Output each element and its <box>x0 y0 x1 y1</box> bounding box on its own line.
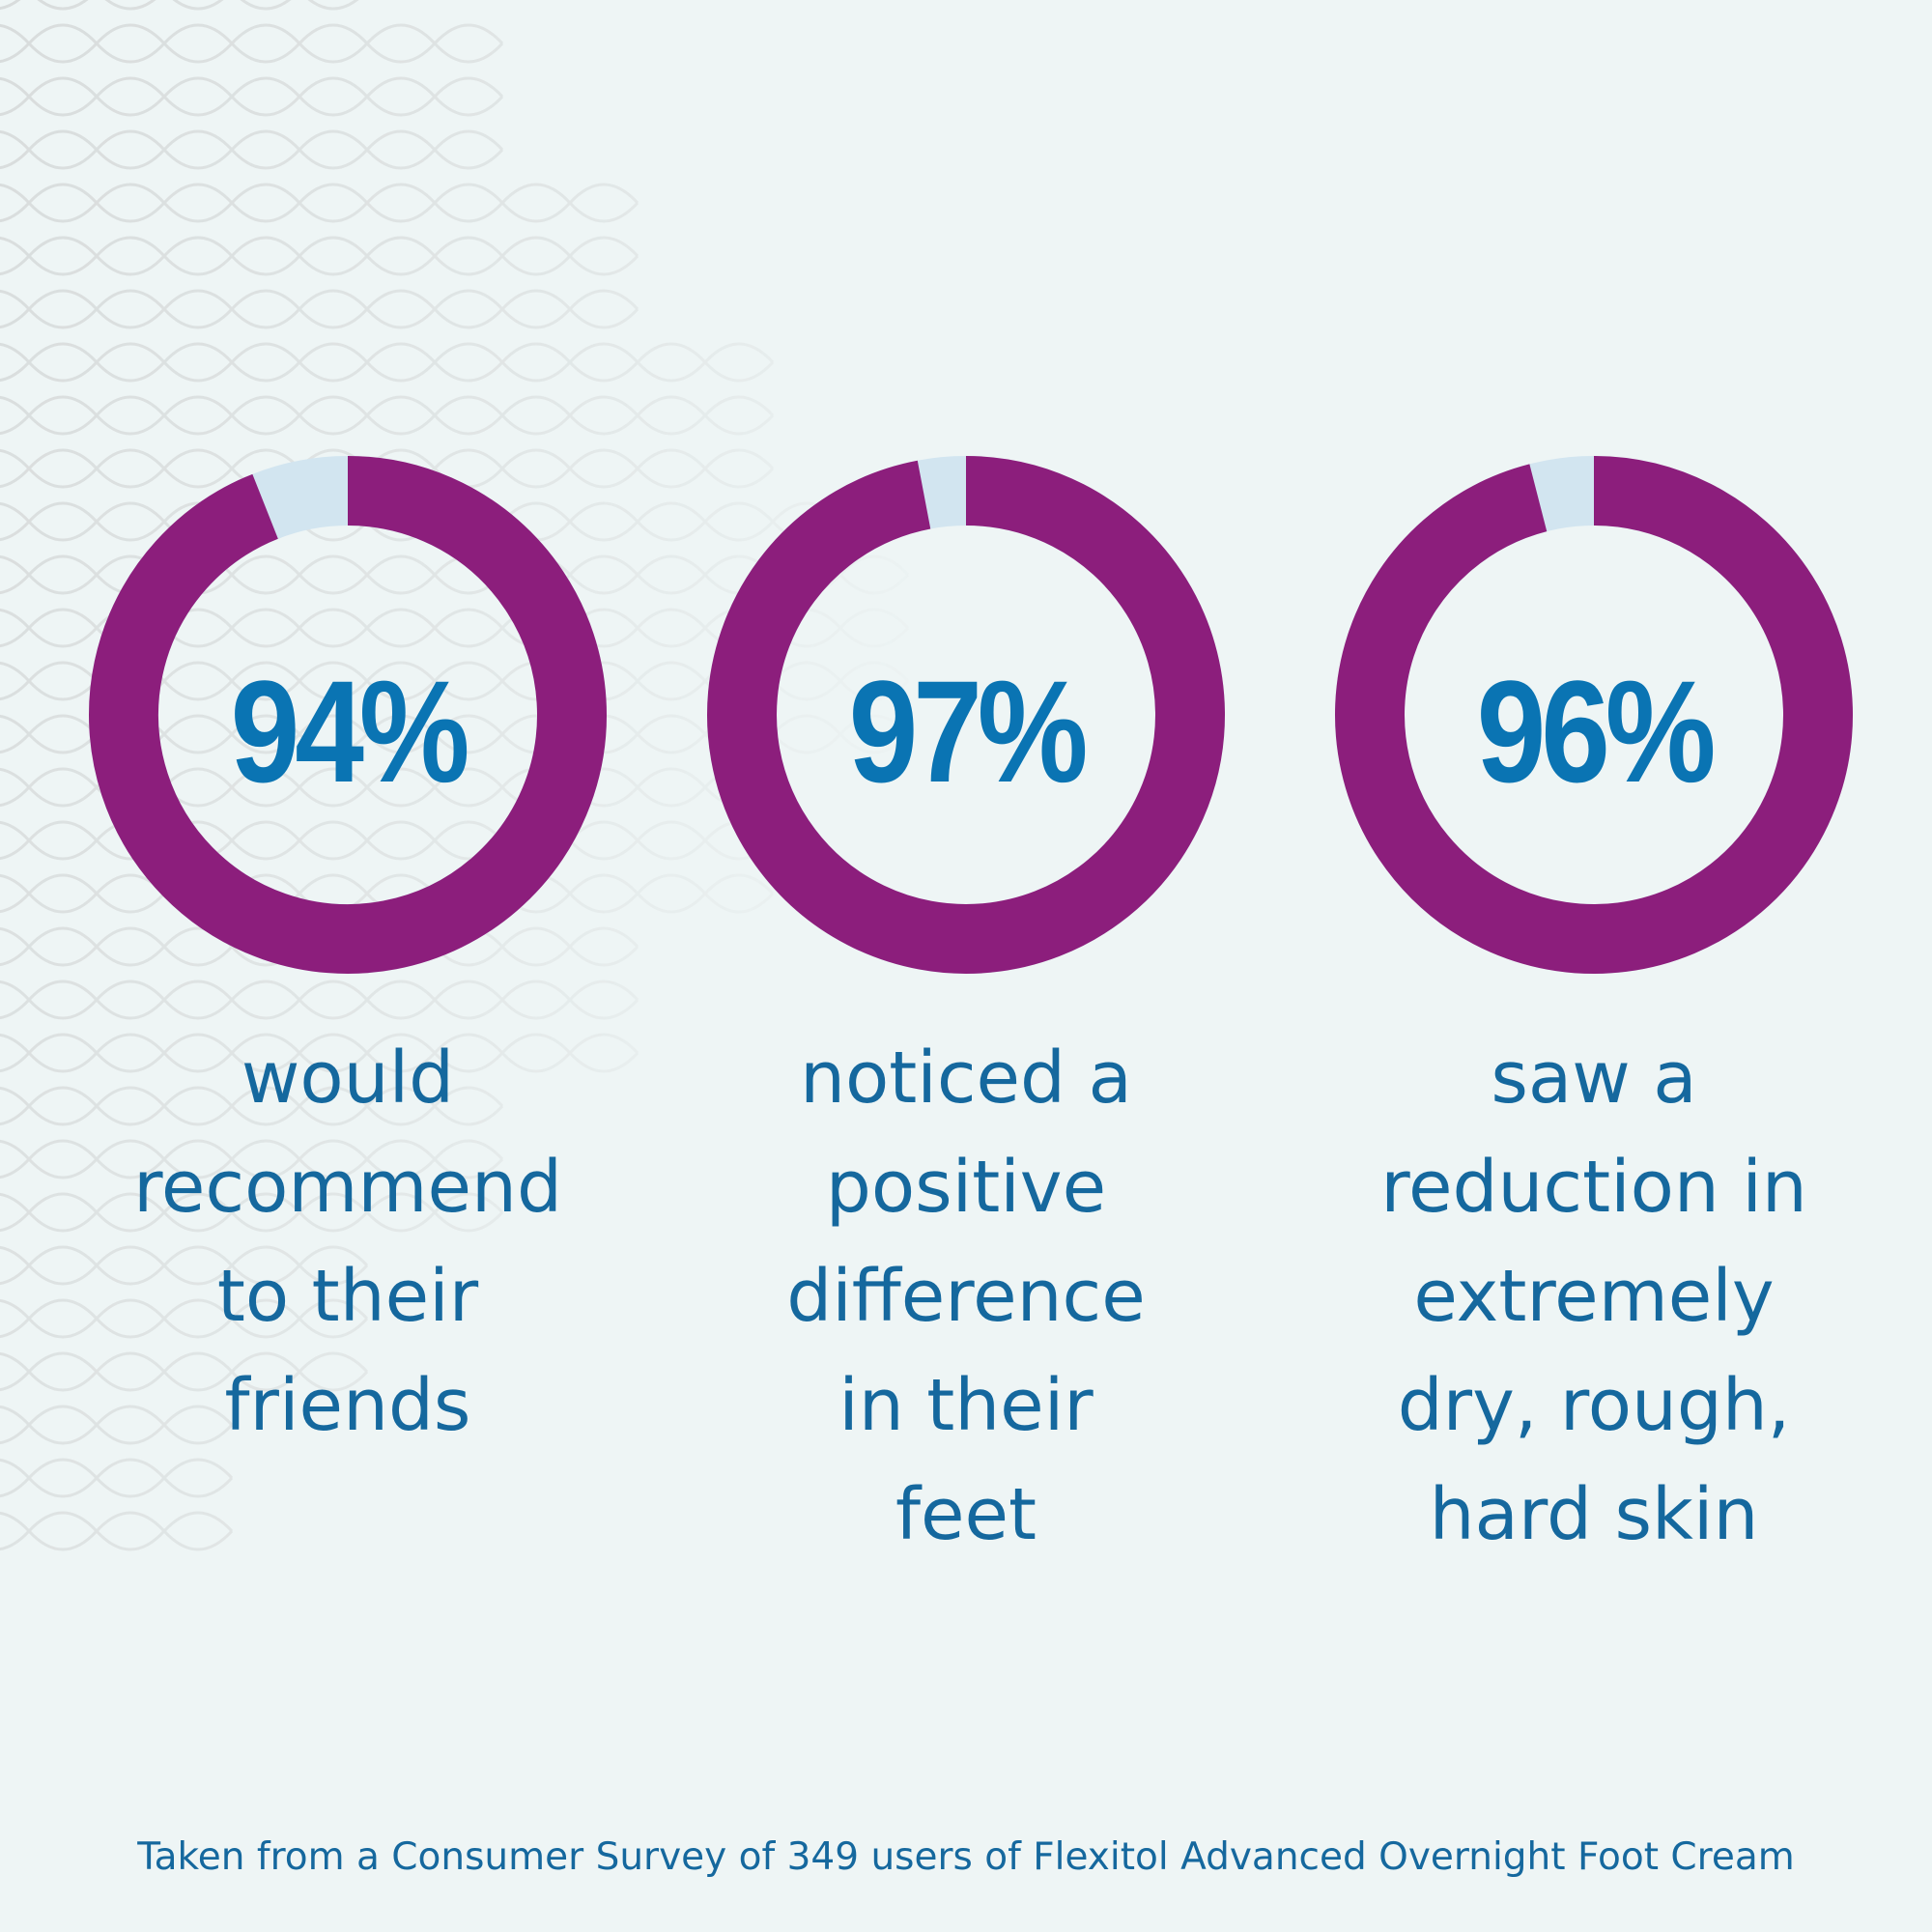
donut-chart-dry-skin-reduction <box>1335 456 1853 974</box>
donut-chart-positive-difference <box>707 456 1225 974</box>
wave-line <box>0 1298 369 1339</box>
wave-line <box>0 873 775 914</box>
wave-line <box>0 767 775 808</box>
stat-dry-skin-reduction: 96% saw a reduction in extremely dry, ro… <box>1323 444 1864 1584</box>
wave-line <box>0 236 639 276</box>
wave-line <box>0 1458 234 1498</box>
wave-line <box>0 1192 504 1233</box>
wave-line <box>0 820 775 861</box>
wave-line <box>0 1351 369 1392</box>
percent-label: 96% <box>1476 650 1717 812</box>
percent-label: 97% <box>848 650 1089 812</box>
donut-arc <box>89 456 607 974</box>
wave-line <box>0 183 639 223</box>
wave-line <box>0 1086 504 1126</box>
caption-line: noticed a <box>800 1037 1132 1120</box>
wave-line <box>0 1511 234 1551</box>
wave-line <box>37 0 359 11</box>
wave-line <box>0 289 639 329</box>
wave-line <box>0 342 775 383</box>
caption-line: dry, rough, <box>1397 1364 1791 1447</box>
wave-line <box>0 76 504 117</box>
caption-line: recommend <box>133 1146 562 1229</box>
caption-line: hard skin <box>1429 1473 1759 1556</box>
caption-line: in their <box>838 1364 1094 1447</box>
caption-line: friends <box>224 1364 471 1447</box>
wave-line <box>0 129 504 170</box>
donut-arc <box>1335 456 1853 974</box>
donut-chart-recommend <box>89 456 607 974</box>
donut-arc <box>707 456 1225 974</box>
caption-line: extremely <box>1413 1255 1775 1338</box>
wave-line <box>0 342 775 383</box>
percent-label: 94% <box>230 650 470 812</box>
caption-line: difference <box>786 1255 1146 1338</box>
caption-line: positive <box>825 1146 1107 1229</box>
wave-line <box>0 1033 639 1073</box>
wave-line <box>0 1245 369 1286</box>
wave-line <box>0 554 910 595</box>
wave-line <box>0 23 504 64</box>
wave-line <box>0 1405 234 1445</box>
wave-line <box>0 395 775 436</box>
stat-caption: saw a reduction in extremely dry, rough,… <box>1323 1024 1864 1570</box>
wave-line <box>0 76 504 117</box>
wave-line <box>0 23 504 64</box>
wave-line <box>0 980 639 1020</box>
wave-line <box>0 129 504 170</box>
caption-line: would <box>241 1037 455 1120</box>
caption-line: reduction in <box>1380 1146 1807 1229</box>
stat-caption: noticed a positive difference in their f… <box>696 1024 1236 1570</box>
wave-line <box>0 395 775 436</box>
stat-caption: would recommend to their friends <box>77 1024 618 1461</box>
caption-line: to their <box>216 1255 479 1338</box>
caption-line: saw a <box>1491 1037 1697 1120</box>
wave-line <box>0 1139 504 1179</box>
survey-footnote: Taken from a Consumer Survey of 349 user… <box>137 1835 1795 1879</box>
stat-positive-difference: 97% noticed a positive difference in the… <box>696 444 1236 1584</box>
stat-recommend: 94% would recommend to their friends <box>77 444 618 1584</box>
caption-line: feet <box>895 1473 1037 1556</box>
